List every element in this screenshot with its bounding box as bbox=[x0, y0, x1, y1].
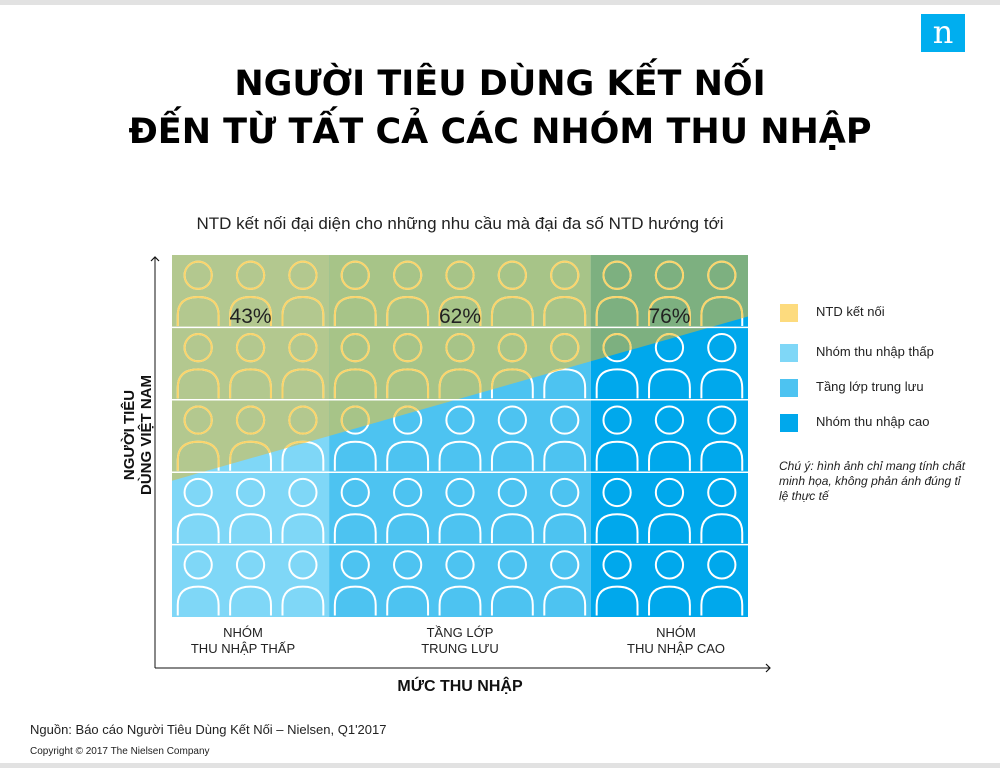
connected-consumer-icon bbox=[700, 260, 744, 326]
consumer-icon bbox=[648, 405, 691, 471]
top-border bbox=[0, 0, 1000, 5]
connected-consumer-icon bbox=[648, 260, 691, 326]
consumer-icon bbox=[700, 477, 744, 544]
consumer-icon bbox=[648, 477, 691, 544]
page-title: NGƯỜI TIÊU DÙNG KẾT NỐI ĐẾN TỪ TẤT CẢ CÁ… bbox=[0, 60, 1000, 156]
consumer-icon bbox=[648, 550, 691, 616]
consumer-icon bbox=[700, 333, 744, 399]
consumer-icon bbox=[333, 550, 377, 616]
connected-consumer-icon bbox=[176, 405, 220, 471]
x-axis-label: MỨC THU NHẬP bbox=[397, 678, 523, 695]
connected-consumer-icon bbox=[176, 333, 220, 399]
category-label-low: NHÓM THU NHẬP THẤP bbox=[153, 625, 333, 657]
chart-note: Chú ý: hình ảnh chỉ mang tính chất minh … bbox=[779, 459, 966, 503]
connected-consumer-icon bbox=[281, 260, 325, 326]
legend-label-middle-class: Tầng lớp trung lưu bbox=[816, 379, 924, 394]
legend-swatch-high-income bbox=[780, 414, 798, 432]
nielsen-logo: n bbox=[921, 14, 965, 52]
consumer-icon bbox=[386, 477, 430, 544]
connected-consumer-icon bbox=[438, 333, 482, 399]
category-label-low-line-1: NHÓM bbox=[223, 625, 263, 640]
consumer-icon bbox=[386, 550, 430, 616]
consumer-icon bbox=[490, 477, 534, 544]
percent-labels: 43% 62% 76% bbox=[230, 305, 691, 328]
connected-consumer-icon bbox=[281, 333, 325, 399]
consumer-icon bbox=[490, 550, 534, 616]
category-label-mid-line-1: TẦNG LỚP bbox=[426, 625, 494, 640]
connected-consumer-icon bbox=[229, 260, 272, 326]
consumer-icon bbox=[176, 550, 220, 616]
y-axis-label: NGƯỜI TIÊU DÙNG VIỆT NAM bbox=[121, 350, 155, 520]
category-label-high-line-2: THU NHẬP CAO bbox=[627, 641, 725, 656]
legend-swatch-low-income bbox=[780, 344, 798, 362]
row-dividers bbox=[172, 326, 748, 546]
connected-consumer-icon bbox=[176, 260, 220, 326]
legend-label-low-income: Nhóm thu nhập thấp bbox=[816, 344, 934, 359]
consumer-icon bbox=[438, 477, 482, 544]
consumer-icon bbox=[595, 405, 639, 471]
consumer-icon bbox=[438, 405, 482, 471]
source-text: Nguồn: Báo cáo Người Tiêu Dùng Kết Nối –… bbox=[30, 722, 387, 737]
consumer-icon bbox=[490, 405, 534, 471]
connected-consumer-icon bbox=[438, 260, 482, 326]
legend-swatch-middle-class bbox=[780, 379, 798, 397]
legend-item-connected: NTD kết nối bbox=[780, 303, 980, 323]
connected-consumer-icon bbox=[543, 260, 587, 326]
connected-consumer-icon bbox=[333, 260, 377, 326]
y-axis-label-line-1: NGƯỜI TIÊU bbox=[121, 389, 138, 481]
consumer-icon bbox=[438, 550, 482, 616]
consumer-icon bbox=[333, 477, 377, 544]
consumer-icon bbox=[543, 405, 587, 471]
legend-item-low-income: Nhóm thu nhập thấp bbox=[780, 343, 980, 363]
category-label-mid-line-2: TRUNG LƯU bbox=[421, 641, 499, 656]
consumer-icon bbox=[543, 550, 587, 616]
connected-consumer-icon bbox=[595, 260, 639, 326]
connected-consumer-icon bbox=[490, 260, 534, 326]
title-line-2: ĐẾN TỪ TẤT CẢ CÁC NHÓM THU NHẬP bbox=[128, 112, 872, 152]
connected-consumer-icon bbox=[386, 333, 430, 399]
percent-label-low: 43% bbox=[230, 305, 272, 328]
title-line-1: NGƯỜI TIÊU DÙNG KẾT NỐI bbox=[234, 64, 766, 104]
percent-label-mid: 62% bbox=[439, 305, 481, 328]
consumer-icon bbox=[281, 477, 325, 544]
connected-area-low bbox=[172, 255, 330, 481]
legend-item-high-income: Nhóm thu nhập cao bbox=[780, 413, 980, 433]
legend-label-connected: NTD kết nối bbox=[816, 304, 885, 319]
copyright-text: Copyright © 2017 The Nielsen Company bbox=[30, 746, 210, 757]
consumer-icon bbox=[700, 405, 744, 471]
legend-item-middle-class: Tầng lớp trung lưu bbox=[780, 378, 980, 398]
chart-subtitle: NTD kết nối đại diện cho những nhu cầu m… bbox=[196, 214, 724, 233]
consumer-icon bbox=[595, 477, 639, 544]
consumer-icon bbox=[595, 550, 639, 616]
category-label-low-line-2: THU NHẬP THẤP bbox=[190, 641, 296, 656]
category-label-high: NHÓM THU NHẬP CAO bbox=[586, 625, 766, 657]
legend-swatch-connected bbox=[780, 304, 798, 322]
connected-consumer-icon bbox=[333, 333, 377, 399]
consumer-icon bbox=[281, 550, 325, 616]
consumer-icon bbox=[700, 550, 744, 616]
connected-consumer-icon bbox=[386, 260, 430, 326]
consumer-icon bbox=[229, 550, 272, 616]
consumer-icon bbox=[543, 477, 587, 544]
consumer-icon bbox=[229, 477, 272, 544]
percent-label-high: 76% bbox=[648, 305, 690, 328]
bottom-border bbox=[0, 763, 1000, 768]
connected-consumer-icon bbox=[229, 333, 272, 399]
consumer-icon bbox=[176, 477, 220, 544]
category-label-mid: TẦNG LỚP TRUNG LƯU bbox=[370, 625, 550, 657]
y-axis-label-line-2: DÙNG VIỆT NAM bbox=[138, 375, 155, 495]
legend-label-high-income: Nhóm thu nhập cao bbox=[816, 414, 930, 429]
category-label-high-line-1: NHÓM bbox=[656, 625, 696, 640]
